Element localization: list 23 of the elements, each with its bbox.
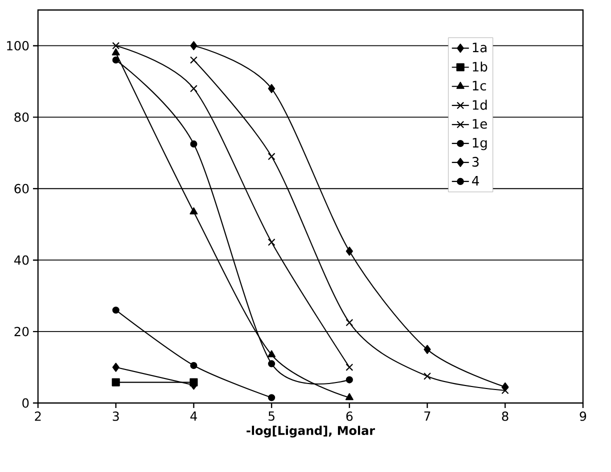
legend-label: 1c bbox=[472, 80, 486, 91]
y-tick-label: 20 bbox=[14, 326, 29, 336]
x-axis-title: -log[Ligand], Molar bbox=[246, 426, 375, 438]
x-tick-label: 9 bbox=[580, 412, 586, 421]
y-tick-label: 80 bbox=[14, 112, 29, 122]
legend-label: 1g bbox=[472, 138, 487, 150]
x-tick-label: 3 bbox=[112, 412, 119, 421]
y-tick-label: 40 bbox=[14, 255, 29, 265]
x-tick-label: 4 bbox=[190, 412, 197, 421]
x-tick-label: 8 bbox=[502, 412, 508, 421]
x-tick-label: 6 bbox=[346, 412, 353, 421]
legend-label: 1a bbox=[472, 42, 486, 52]
legend-label: 1d bbox=[472, 100, 487, 110]
y-tick-label: 60 bbox=[14, 184, 29, 194]
legend-label: 1e bbox=[472, 119, 487, 129]
legend-label: 3 bbox=[472, 156, 479, 167]
x-tick-label: 5 bbox=[268, 412, 274, 421]
x-tick-label: 7 bbox=[424, 412, 430, 421]
x-tick-label: 2 bbox=[34, 412, 41, 421]
y-tick-label: 100 bbox=[7, 41, 29, 50]
y-tick-label: 0 bbox=[22, 398, 29, 408]
legend-label: 1b bbox=[472, 62, 488, 72]
legend-label: 4 bbox=[472, 176, 479, 186]
